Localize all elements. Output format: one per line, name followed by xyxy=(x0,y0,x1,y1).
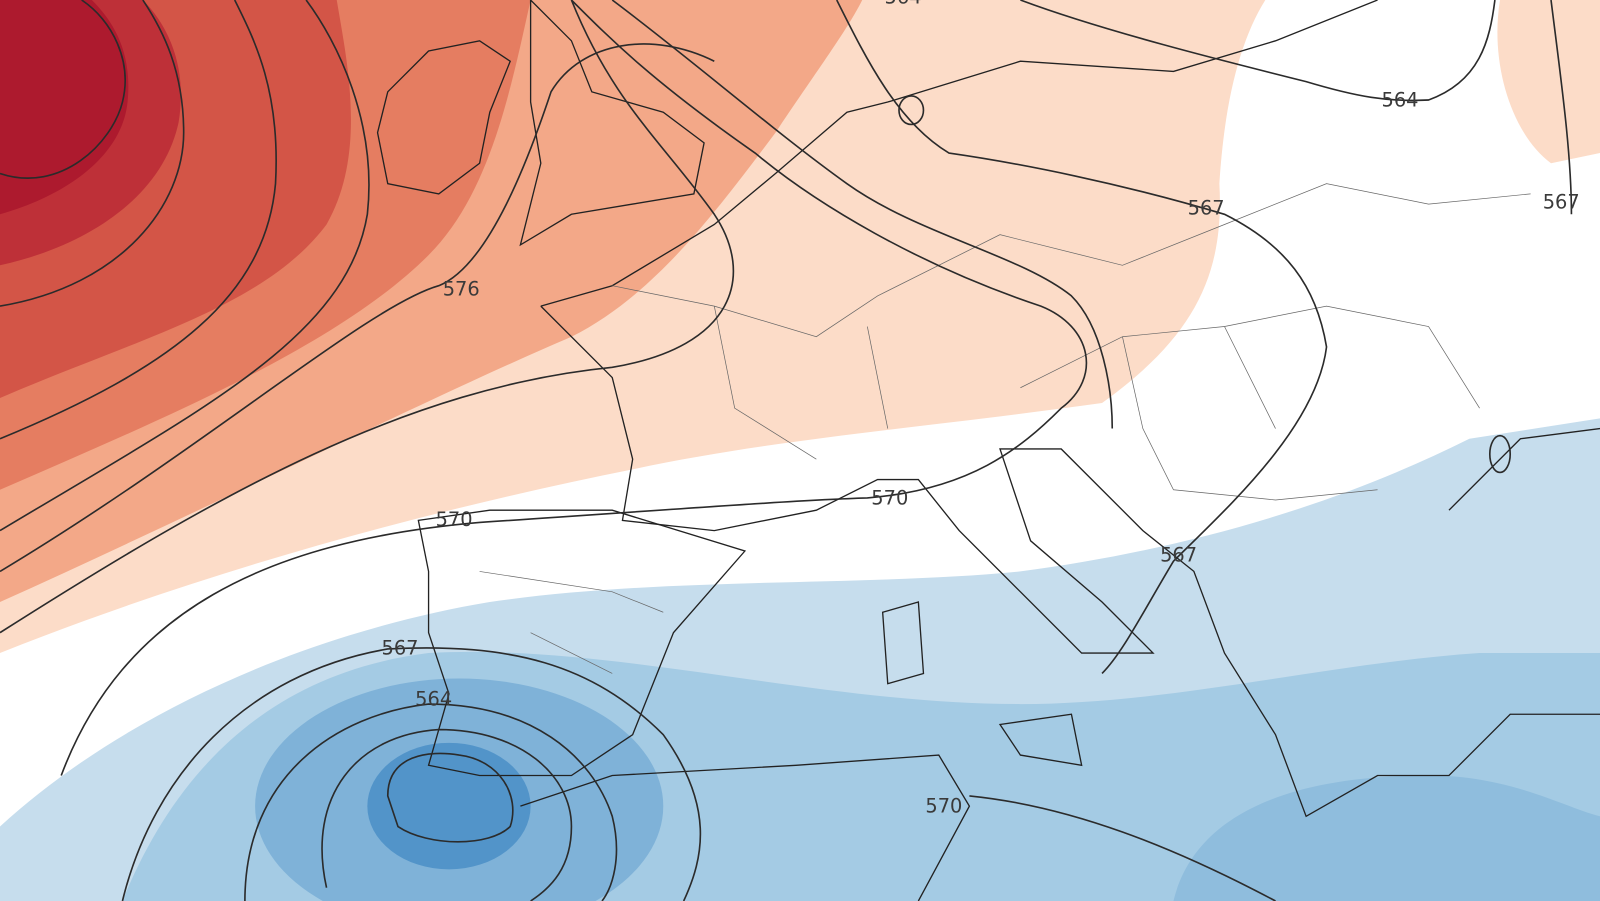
contour-line xyxy=(611,0,1114,429)
contour-line xyxy=(898,95,925,126)
land-outlines xyxy=(376,0,1600,901)
coastline xyxy=(520,754,971,901)
contour-label: 564 xyxy=(415,687,452,710)
contour-line xyxy=(0,0,370,532)
coastline xyxy=(540,305,1600,818)
contour-line xyxy=(0,0,185,307)
contour-line xyxy=(0,0,277,440)
peach-area xyxy=(1497,0,1600,164)
contour-line xyxy=(0,0,126,179)
contour-label: 567 xyxy=(1160,544,1197,567)
contour-line xyxy=(1488,434,1512,474)
dark-red-area xyxy=(0,0,129,215)
coastline xyxy=(540,0,1378,307)
contour-line xyxy=(0,43,715,573)
coastline xyxy=(1448,427,1600,511)
blue-area xyxy=(1173,775,1600,901)
contour-line xyxy=(1020,0,1496,102)
contour-label: 570 xyxy=(436,508,473,531)
contour-line xyxy=(386,752,514,843)
contour-line xyxy=(321,728,573,901)
coastline xyxy=(376,40,512,195)
contour-line xyxy=(60,0,1088,776)
contour-label: 567 xyxy=(1543,191,1580,214)
contour-label: 564 xyxy=(1382,89,1419,112)
contour-line xyxy=(836,0,1328,675)
coastline xyxy=(998,713,1083,767)
contour-line xyxy=(1550,0,1573,215)
contour-line xyxy=(0,0,735,634)
contour-label: 576 xyxy=(443,277,480,300)
contour-line xyxy=(969,795,1276,901)
contour-line xyxy=(121,647,702,901)
contour-label: 570 xyxy=(871,486,908,509)
coastline xyxy=(417,509,747,777)
contour-label: 567 xyxy=(382,636,419,659)
contour-labels: 564 564 567 576 567 570 570 567 567 564 570 xyxy=(382,0,1580,818)
contour-label: 564 xyxy=(885,0,922,8)
contour-label: 570 xyxy=(925,795,962,818)
coastline xyxy=(519,0,705,247)
contour-line xyxy=(244,703,618,901)
coastline xyxy=(881,601,925,685)
border xyxy=(479,183,1531,674)
contour-label: 567 xyxy=(1188,197,1225,220)
